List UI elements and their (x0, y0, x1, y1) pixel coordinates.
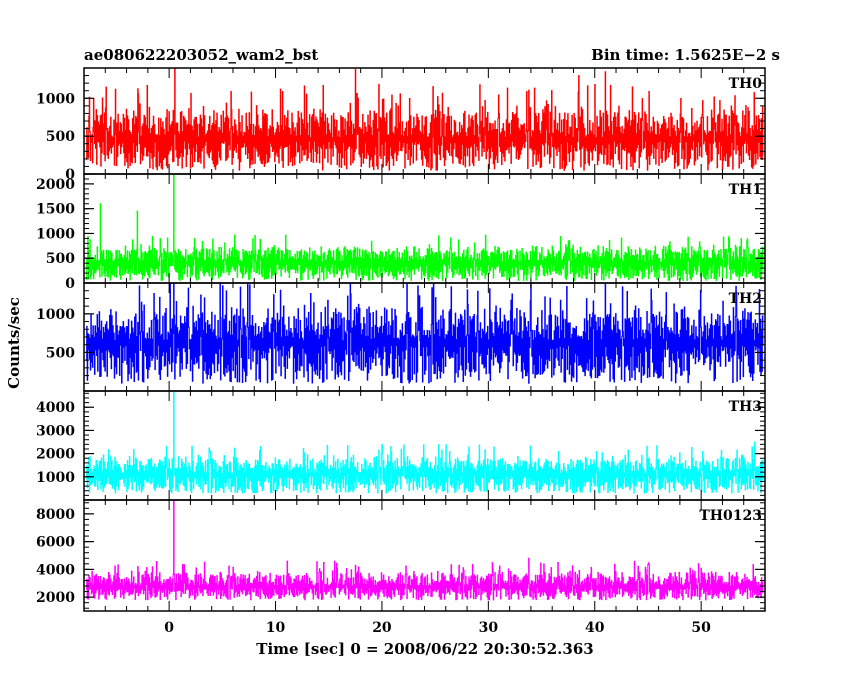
series-th1 (86, 174, 764, 281)
series-th2 (86, 283, 764, 384)
panel-label-th0123: TH0123 (699, 508, 762, 524)
y-tick-label: 1000 (36, 470, 75, 486)
x-tick-label: 40 (585, 620, 605, 636)
panel-th2: 500 1000 TH2 (36, 282, 766, 392)
y-tick-label: 500 (46, 129, 75, 145)
panel-label-th2: TH2 (729, 291, 762, 307)
x-tick-label: 10 (266, 620, 286, 636)
y-tick-label: 4000 (36, 562, 75, 578)
panel-th0: 0 500 1000 TH0 (36, 67, 766, 183)
y-tick-label: 2000 (36, 447, 75, 463)
chart-title: ae080622203052_wam2_bst (84, 46, 318, 64)
y-tick-label: 500 (46, 345, 75, 361)
y-tick-label: 1000 (36, 226, 75, 242)
y-tick-label: 2000 (36, 177, 75, 193)
series-th0 (86, 68, 764, 171)
y-tick-label: 500 (46, 251, 75, 267)
bin-time-label: Bin time: 1.5625E−2 s (591, 46, 780, 64)
panel-label-th0: TH0 (729, 76, 763, 92)
x-tick-label: 0 (164, 620, 174, 636)
x-tick-label: 30 (479, 620, 499, 636)
y-tick-label: 8000 (36, 507, 75, 523)
x-tick-label: 20 (372, 620, 392, 636)
series-th0123 (86, 500, 764, 601)
y-tick-label: 3000 (36, 423, 75, 439)
panel-th3: 1000 2000 3000 4000 TH3 (36, 390, 766, 501)
series-th3 (86, 391, 764, 494)
panel-th1: 0 500 1000 1500 2000 TH1 (36, 173, 766, 292)
y-tick-label: 4000 (36, 400, 75, 416)
x-axis: 0 10 20 30 40 50 (164, 620, 711, 636)
panel-label-th3: TH3 (729, 399, 762, 415)
y-tick-label: 1000 (36, 91, 75, 107)
panels-layer: 0 500 1000 TH0 0 500 1000 1500 2000 TH1 500 1000 TH2… (36, 67, 766, 612)
y-tick-label: 2000 (36, 590, 75, 606)
y-tick-label: 0 (65, 167, 75, 183)
y-tick-label: 6000 (36, 535, 75, 551)
x-tick-label: 50 (691, 620, 711, 636)
panel-label-th1: TH1 (729, 182, 762, 198)
y-tick-label: 1500 (36, 202, 75, 218)
x-axis-title: Time [sec] 0 = 2008/06/22 20:30:52.363 (256, 640, 593, 658)
y-tick-label: 1000 (36, 307, 75, 323)
panel-th0123: 2000 4000 6000 8000 TH0123 (36, 499, 766, 612)
y-axis-title: Counts/sec (5, 297, 23, 389)
y-tick-label: 0 (65, 276, 75, 292)
